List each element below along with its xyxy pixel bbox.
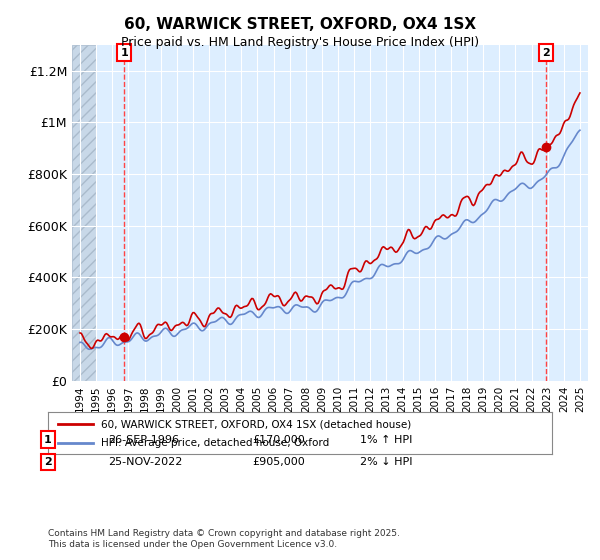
Text: £170,000: £170,000 bbox=[252, 435, 305, 445]
Bar bbox=[72, 45, 96, 381]
Text: £905,000: £905,000 bbox=[252, 457, 305, 467]
Text: 2: 2 bbox=[44, 457, 52, 467]
Text: Price paid vs. HM Land Registry's House Price Index (HPI): Price paid vs. HM Land Registry's House … bbox=[121, 36, 479, 49]
Text: 25-NOV-2022: 25-NOV-2022 bbox=[108, 457, 182, 467]
Text: HPI: Average price, detached house, Oxford: HPI: Average price, detached house, Oxfo… bbox=[101, 438, 329, 448]
Text: 2: 2 bbox=[542, 48, 550, 58]
Text: 1: 1 bbox=[44, 435, 52, 445]
Text: 2% ↓ HPI: 2% ↓ HPI bbox=[360, 457, 413, 467]
Text: 60, WARWICK STREET, OXFORD, OX4 1SX (detached house): 60, WARWICK STREET, OXFORD, OX4 1SX (det… bbox=[101, 419, 411, 429]
Text: 60, WARWICK STREET, OXFORD, OX4 1SX: 60, WARWICK STREET, OXFORD, OX4 1SX bbox=[124, 17, 476, 32]
Text: 26-SEP-1996: 26-SEP-1996 bbox=[108, 435, 179, 445]
Text: Contains HM Land Registry data © Crown copyright and database right 2025.
This d: Contains HM Land Registry data © Crown c… bbox=[48, 529, 400, 549]
Text: 1% ↑ HPI: 1% ↑ HPI bbox=[360, 435, 412, 445]
Text: 1: 1 bbox=[120, 48, 128, 58]
